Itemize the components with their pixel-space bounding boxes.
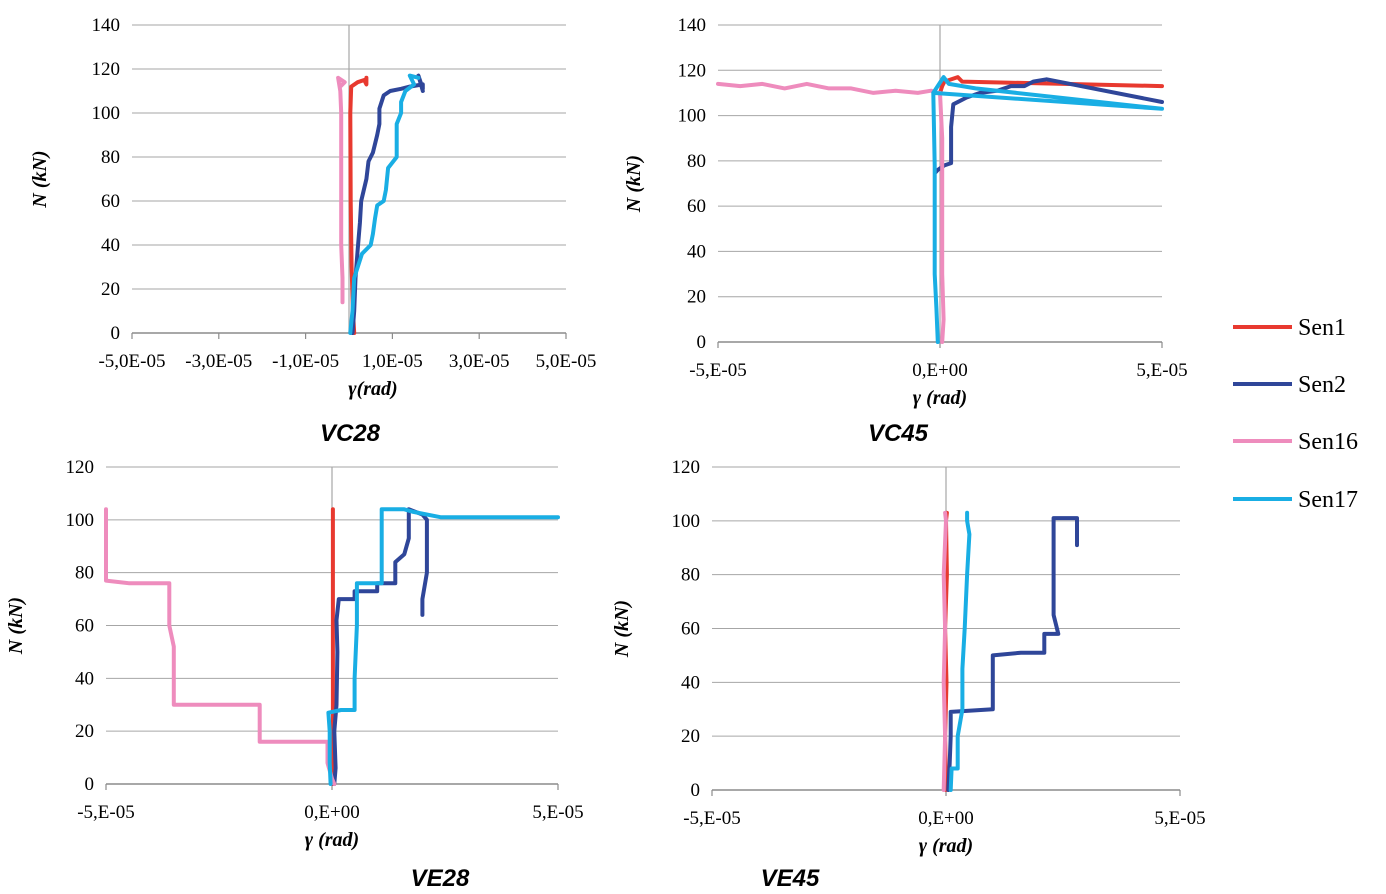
series-line-sen2 <box>350 73 425 335</box>
chart-panel-vc28: 0 20 40 60 80 100 120 140 -5,0E-05 -3,0E-05 -1,0E-… <box>29 15 596 447</box>
y-tick-label: 100 <box>66 510 95 531</box>
legend-label-sen16: Sen16 <box>1298 429 1358 455</box>
y-tick-label: 120 <box>92 59 121 80</box>
x-tick-label: 1,0E-05 <box>362 351 423 372</box>
x-tick-label: 5,E-05 <box>532 802 583 823</box>
x-tick-label: 5,E-05 <box>1136 360 1187 381</box>
y-axis-label: N (kN) <box>5 597 27 655</box>
legend-label-sen2: Sen2 <box>1298 372 1346 398</box>
series-line-sen17 <box>348 73 421 335</box>
series-line-sen1 <box>938 75 1164 95</box>
y-tick-label: 60 <box>687 196 706 217</box>
y-axis-label: N (kN) <box>611 600 633 658</box>
y-tick-label: 40 <box>101 235 120 256</box>
y-axis-label: N (kN) <box>29 150 51 208</box>
legend-label-sen17: Sen17 <box>1298 487 1358 513</box>
y-tick-label: 60 <box>75 616 94 637</box>
chart-title: VC45 <box>868 420 929 447</box>
x-tick-label: -5,E-05 <box>683 808 741 829</box>
y-tick-label: 80 <box>75 563 94 584</box>
y-tick-label: 60 <box>101 191 120 212</box>
y-tick-label: 120 <box>672 457 701 478</box>
chart-title: VE45 <box>761 865 820 892</box>
y-tick-label: 140 <box>92 15 121 36</box>
x-tick-label: -5,E-05 <box>77 802 135 823</box>
x-tick-label: -5,0E-05 <box>98 351 165 372</box>
series-line-sen17 <box>326 507 560 786</box>
legend-label-sen1: Sen1 <box>1298 315 1346 341</box>
series-line-sen2 <box>332 507 429 786</box>
x-tick-label: 0,E+00 <box>918 808 974 829</box>
y-tick-label: 0 <box>85 774 95 795</box>
chart-panel-vc45: 0 20 40 60 80 100 120 140 -5,E-05 0,E+00 5,E-05 γ (… <box>623 15 1188 447</box>
y-tick-label: 100 <box>92 103 121 124</box>
y-tick-label: 0 <box>111 323 121 344</box>
y-tick-label: 40 <box>687 241 706 262</box>
x-tick-label: 0,E+00 <box>304 802 360 823</box>
x-tick-label: -1,0E-05 <box>272 351 339 372</box>
y-tick-label: 20 <box>681 726 700 747</box>
y-tick-label: 80 <box>101 147 120 168</box>
x-axis-label: γ (rad) <box>913 387 967 409</box>
x-axis-label: γ (rad) <box>919 835 973 857</box>
series-line-sen16 <box>716 81 946 344</box>
y-tick-label: 0 <box>697 332 707 353</box>
y-tick-label: 0 <box>691 780 701 801</box>
chart-title: VC28 <box>320 420 381 447</box>
y-tick-label: 100 <box>672 511 701 532</box>
y-tick-label: 100 <box>678 106 707 127</box>
chart-panel-ve28: 0 20 40 60 80 100 120 -5,E-05 0,E+00 5,E-05 γ (rad… <box>5 457 584 892</box>
y-tick-label: 140 <box>678 15 707 36</box>
x-tick-label: 0,E+00 <box>912 360 968 381</box>
y-tick-label: 60 <box>681 619 700 640</box>
x-axis-label: γ(rad) <box>348 378 397 400</box>
x-tick-label: 5,0E-05 <box>536 351 597 372</box>
series-line-sen17 <box>931 75 1164 344</box>
chart-panel-ve45: 0 20 40 60 80 100 120 -5,E-05 0,E+00 5,E-05 γ (rad… <box>611 457 1206 892</box>
series-line-sen16 <box>941 510 948 792</box>
y-tick-label: 20 <box>101 279 120 300</box>
series-line-sen2 <box>946 516 1079 792</box>
series-line-sen17 <box>948 510 972 792</box>
y-tick-label: 40 <box>75 668 94 689</box>
y-tick-label: 80 <box>687 151 706 172</box>
x-tick-label: -3,0E-05 <box>185 351 252 372</box>
y-tick-label: 80 <box>681 565 700 586</box>
y-tick-label: 120 <box>678 60 707 81</box>
y-tick-label: 40 <box>681 672 700 693</box>
x-tick-label: -5,E-05 <box>689 360 747 381</box>
series-line-sen2 <box>933 77 1164 175</box>
x-tick-label: 5,E-05 <box>1154 808 1205 829</box>
y-tick-label: 20 <box>75 721 94 742</box>
legend: Sen1 Sen2 Sen16 Sen17 <box>1233 315 1358 513</box>
chart-title: VE28 <box>411 865 470 892</box>
x-tick-label: 3,0E-05 <box>449 351 510 372</box>
series-line-sen16 <box>104 507 337 786</box>
x-axis-label: γ (rad) <box>305 829 359 851</box>
y-tick-label: 120 <box>66 457 95 478</box>
y-tick-label: 20 <box>687 287 706 308</box>
series-line-sen16 <box>336 75 347 305</box>
y-axis-label: N (kN) <box>623 155 645 213</box>
